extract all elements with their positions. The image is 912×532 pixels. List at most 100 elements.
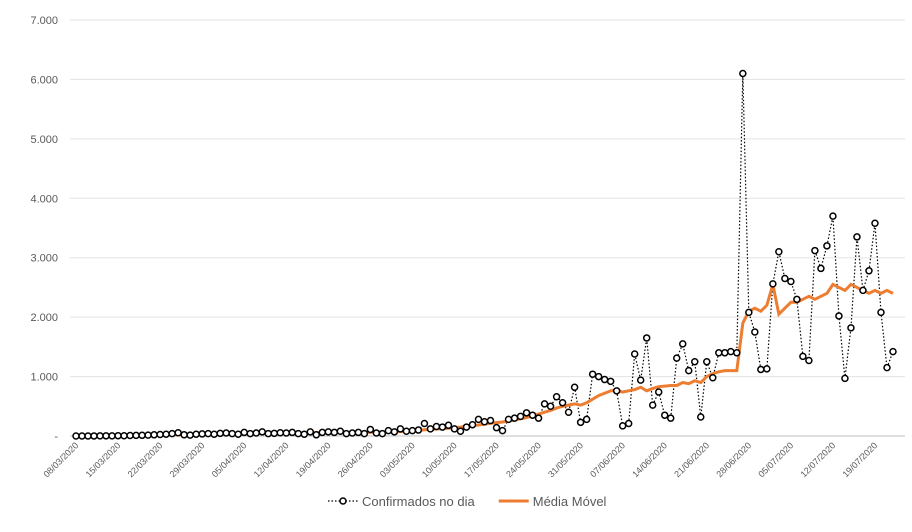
point-marker [576,418,585,427]
point-marker [889,347,897,356]
point-marker [817,264,825,273]
y-tick-label: 7.000 [30,15,58,27]
point-marker [871,219,879,227]
point-marker [216,429,224,438]
point-marker [606,377,615,386]
point-marker [781,274,789,283]
point-marker [498,426,507,435]
series-line [76,282,894,438]
point-marker [132,431,140,440]
point-marker [444,421,453,430]
point-marker [312,431,321,439]
point-marker [582,415,591,424]
x-tick-label: 05/07/2020 [756,440,795,479]
point-marker [799,352,807,361]
point-marker [150,431,158,439]
point-marker [396,425,405,433]
point-marker [835,312,843,320]
point-marker [510,414,519,422]
point-marker [805,356,813,365]
point-marker [745,308,753,317]
point-marker [853,233,861,241]
point-marker [246,429,254,438]
point-marker [480,417,489,426]
point-marker [366,425,375,434]
point-marker [198,430,206,438]
point-marker [432,422,441,431]
point-marker [288,428,297,437]
point-marker [156,430,164,439]
point-marker [612,387,621,395]
point-marker [300,430,309,438]
point-marker [414,426,423,434]
point-marker [685,366,693,375]
point-marker [678,340,687,348]
x-tick-label: 17/05/2020 [462,440,501,479]
point-marker [763,365,771,373]
x-tick-label: 24/05/2020 [504,440,543,479]
point-marker [168,429,176,438]
point-marker [486,416,495,425]
legend-label: Média Móvel [533,494,607,509]
point-marker [144,431,152,439]
point-marker [558,398,567,407]
point-marker [552,393,561,401]
point-marker [829,212,837,220]
point-marker [516,412,525,421]
point-marker [90,432,98,440]
point-marker [594,372,603,381]
point-marker [564,408,573,416]
point-marker [540,400,549,408]
point-marker [210,430,218,438]
point-marker [672,354,681,362]
point-marker [588,370,597,378]
point-marker [372,429,381,437]
point-marker [240,428,248,437]
point-marker [877,308,885,317]
point-marker [600,375,609,384]
x-tick-label: 29/03/2020 [168,440,207,479]
x-tick-label: 12/04/2020 [252,440,291,479]
point-marker [252,429,260,437]
point-marker [276,428,284,437]
point-marker [354,428,363,437]
point-marker [360,429,369,438]
point-marker [384,426,393,435]
point-marker [102,432,110,440]
point-marker [426,425,435,433]
x-tick-label: 21/06/2020 [672,440,711,479]
point-marker [456,427,465,435]
point-marker [192,430,200,438]
point-marker [721,349,729,357]
point-marker [787,277,795,286]
point-marker [72,432,80,440]
point-marker [642,334,651,342]
point-marker [546,402,555,411]
point-marker [336,427,345,435]
point-marker [342,429,351,438]
x-tick-label: 31/05/2020 [546,440,585,479]
point-marker [390,428,399,436]
point-marker [204,429,212,438]
y-tick-label: 1.000 [30,372,58,384]
y-tick-label: - [54,431,58,443]
point-marker [474,415,483,424]
y-tick-label: 5.000 [30,134,58,146]
point-marker [727,347,735,356]
y-tick-label: 6.000 [30,74,58,86]
legend-label: Confirmados no dia [362,494,475,509]
point-marker [126,431,134,440]
x-tick-label: 15/03/2020 [84,440,123,479]
point-marker [264,429,272,438]
point-marker [450,425,459,433]
point-marker [114,431,122,440]
point-marker [769,280,777,288]
x-tick-label: 10/05/2020 [420,440,459,479]
point-marker [228,429,236,438]
x-tick-label: 19/04/2020 [294,440,333,479]
point-marker [270,429,278,438]
point-marker [138,431,146,440]
point-marker [733,349,741,357]
y-tick-label: 2.000 [30,312,58,324]
point-marker [636,376,645,384]
